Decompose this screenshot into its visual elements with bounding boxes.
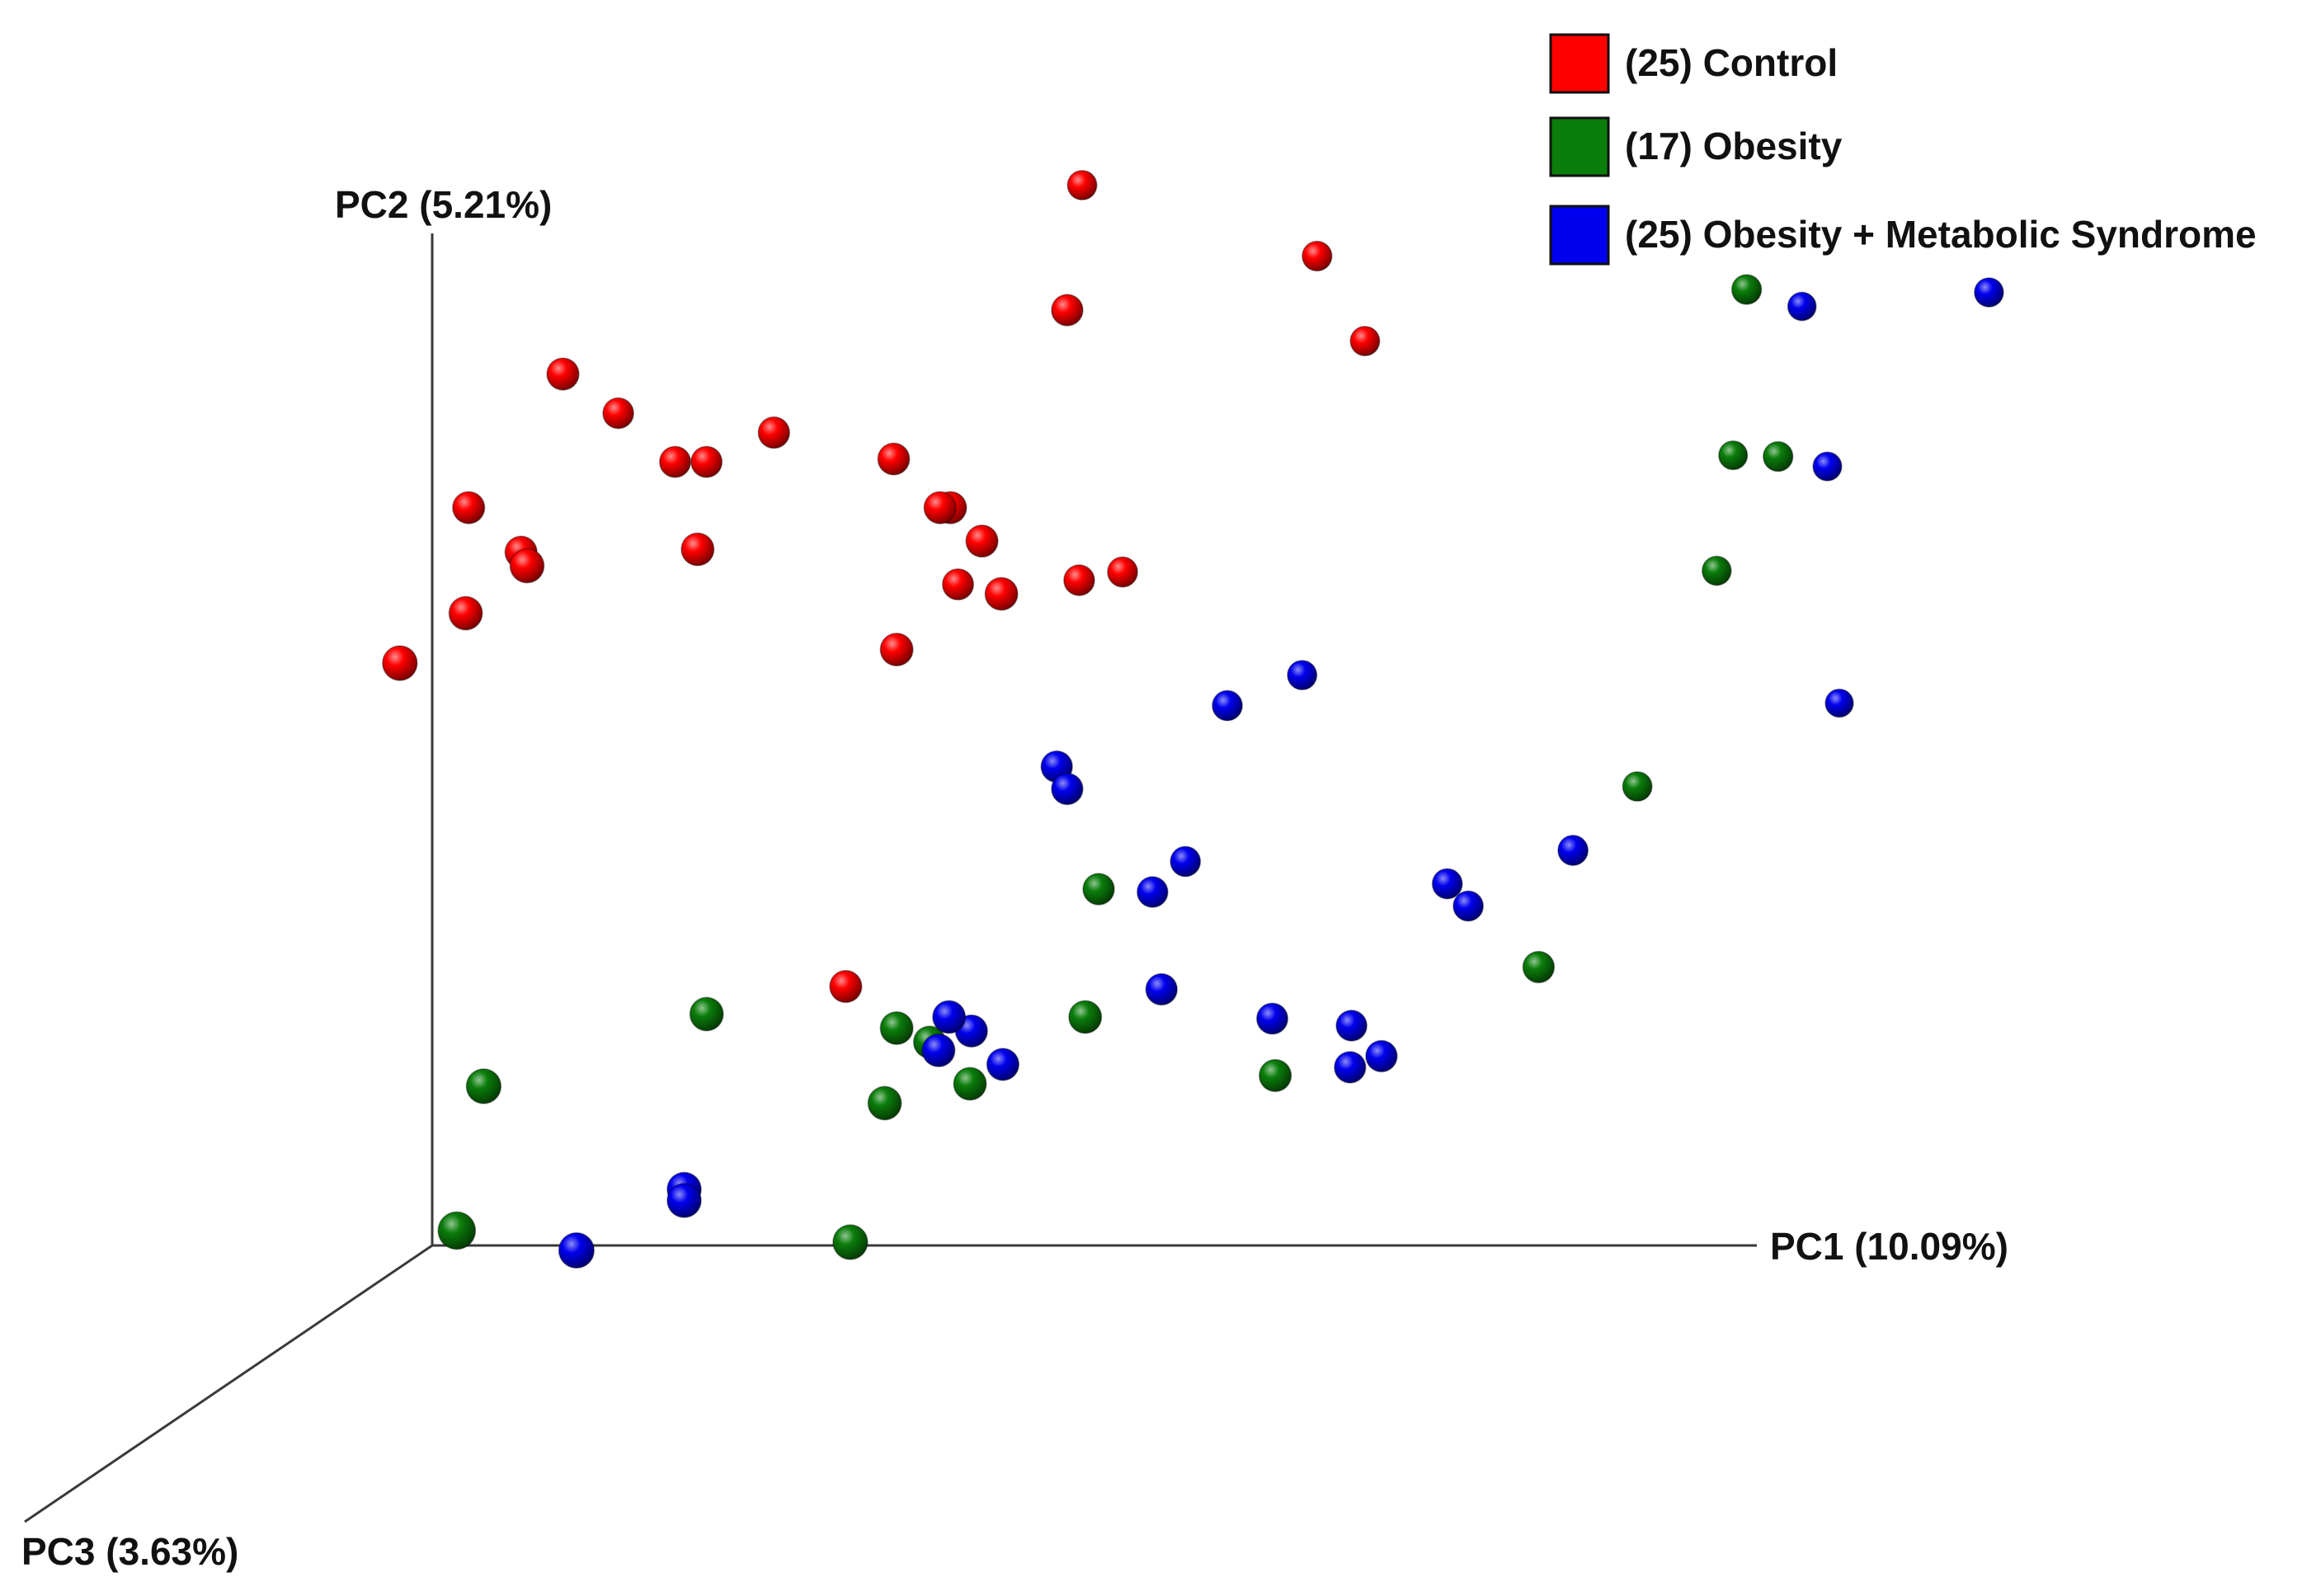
point-25-control-24 [1349,325,1381,357]
point-25-control-25 [829,969,863,1004]
legend-label-control: (25) Control [1625,41,1838,84]
point-17-obesity-13 [1622,770,1653,803]
pc1-axis-label: PC1 (10.09%) [1770,1225,2008,1268]
point-17-obesity-5 [879,1010,914,1046]
point-25-obesity-metabolic-syndrome-12 [1170,845,1202,878]
point-17-obesity-2 [689,996,724,1032]
pc3-axis-line [24,1244,433,1523]
point-25-obesity-metabolic-syndrome-15 [1255,1002,1289,1035]
pc3-axis-label: PC3 (3.63%) [21,1530,238,1573]
point-17-obesity-10 [1068,1000,1103,1034]
point-17-obesity-7 [867,1085,902,1121]
point-25-obesity-metabolic-syndrome-19 [1431,868,1463,900]
point-17-obesity-9 [1082,873,1115,906]
point-17-obesity-4 [832,1224,869,1260]
legend-label-obesity: (17) Obesity [1625,125,1843,167]
legend-label-obesity-metabolic-syndrome: (25) Obesity + Metabolic Syndrome [1625,213,2257,256]
point-25-control-1 [546,357,580,391]
point-17-obesity-11 [1258,1058,1292,1093]
point-25-obesity-metabolic-syndrome-10 [1136,876,1169,908]
point-25-control-2 [602,397,634,430]
point-25-obesity-metabolic-syndrome-14 [1287,659,1318,691]
point-25-control-16 [941,567,975,601]
legend: (25) Control (17) Obesity (25) Obesity +… [1549,33,2257,266]
point-25-control-5 [757,416,791,450]
point-17-obesity-17 [1730,274,1763,305]
point-25-control-15 [965,524,999,558]
pc2-axis-label: PC2 (5.21%) [335,183,552,226]
point-25-obesity-metabolic-syndrome-6 [921,1033,956,1068]
point-25-obesity-metabolic-syndrome-16 [1335,1010,1368,1042]
point-25-control-11 [382,645,418,681]
point-25-control-10 [680,532,715,567]
axes: PC1 (10.09%) PC2 (5.21%) PC3 (3.63%) [21,183,2008,1573]
point-25-obesity-metabolic-syndrome-3 [666,1183,702,1218]
point-25-control-9 [509,548,545,584]
data-points [382,169,2004,1269]
point-25-obesity-metabolic-syndrome-17 [1334,1051,1367,1084]
point-17-obesity-12 [1522,950,1556,984]
point-25-obesity-metabolic-syndrome-11 [1145,972,1178,1006]
legend-swatch-obesity [1549,116,1610,177]
point-25-obesity-metabolic-syndrome-1 [558,1231,596,1269]
point-17-obesity-1 [465,1068,502,1104]
point-25-control-19 [984,577,1019,611]
legend-swatch-control [1549,33,1610,94]
point-17-obesity-15 [1762,440,1794,473]
point-17-obesity-3 [437,1211,477,1250]
point-25-control-7 [452,491,486,525]
legend-swatch-obesity-metabolic-syndrome [1549,205,1610,266]
point-25-obesity-metabolic-syndrome-13 [1212,690,1243,722]
point-17-obesity-8 [953,1066,987,1101]
point-25-obesity-metabolic-syndrome-22 [1824,688,1854,718]
point-25-control-22 [1066,169,1098,201]
point-25-obesity-metabolic-syndrome-23 [1812,451,1843,482]
point-25-control-18 [1051,294,1084,327]
point-25-control-20 [1063,564,1095,596]
point-25-control-14 [923,491,957,525]
point-25-control-3 [658,445,692,478]
point-25-obesity-metabolic-syndrome-4 [932,1000,967,1034]
point-25-control-21 [1107,556,1138,588]
point-25-control-23 [1302,240,1333,272]
point-25-obesity-metabolic-syndrome-9 [1051,772,1084,806]
point-25-obesity-metabolic-syndrome-24 [1787,291,1817,322]
point-17-obesity-14 [1701,555,1732,586]
point-25-control-12 [877,442,911,476]
point-25-obesity-metabolic-syndrome-7 [986,1048,1020,1081]
point-25-obesity-metabolic-syndrome-25 [1974,277,2004,308]
point-17-obesity-16 [1718,440,1749,471]
point-25-obesity-metabolic-syndrome-20 [1452,890,1485,922]
point-25-control-17 [879,632,914,667]
point-25-obesity-metabolic-syndrome-18 [1365,1039,1398,1073]
point-25-control-8 [448,596,483,631]
point-25-obesity-metabolic-syndrome-21 [1557,835,1589,866]
point-25-control-4 [690,445,723,478]
